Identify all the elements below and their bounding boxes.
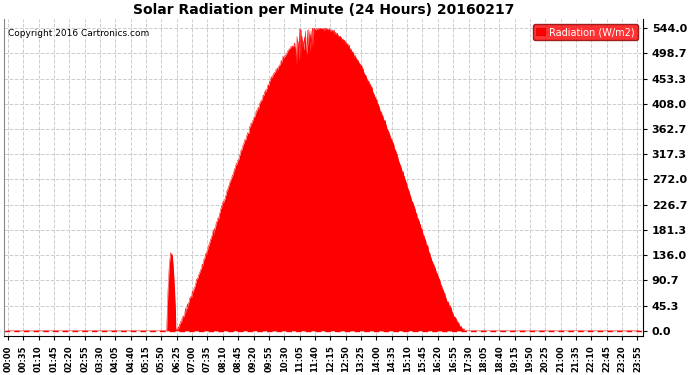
Text: Copyright 2016 Cartronics.com: Copyright 2016 Cartronics.com	[8, 29, 149, 38]
Title: Solar Radiation per Minute (24 Hours) 20160217: Solar Radiation per Minute (24 Hours) 20…	[133, 3, 514, 17]
Legend: Radiation (W/m2): Radiation (W/m2)	[533, 24, 638, 40]
